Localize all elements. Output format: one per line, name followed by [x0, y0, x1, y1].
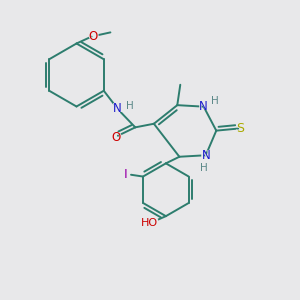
Text: O: O: [112, 131, 121, 144]
Text: N: N: [198, 100, 209, 113]
Text: HO: HO: [141, 218, 158, 228]
Text: H: H: [210, 94, 220, 107]
Text: S: S: [235, 121, 245, 135]
Text: O: O: [111, 131, 122, 144]
Text: I: I: [123, 167, 128, 182]
Text: HO: HO: [139, 216, 160, 229]
Text: O: O: [87, 29, 99, 43]
Text: H: H: [211, 96, 219, 106]
Text: H: H: [199, 161, 209, 174]
Text: N: N: [113, 102, 122, 115]
Text: O: O: [88, 29, 98, 43]
Text: S: S: [236, 122, 244, 135]
Text: I: I: [124, 168, 128, 181]
Text: H: H: [126, 101, 134, 111]
Text: N: N: [201, 149, 210, 162]
Text: N: N: [199, 100, 208, 113]
Text: H: H: [200, 163, 208, 173]
Text: N: N: [112, 102, 123, 115]
Text: H: H: [125, 99, 135, 112]
Text: N: N: [200, 149, 211, 162]
